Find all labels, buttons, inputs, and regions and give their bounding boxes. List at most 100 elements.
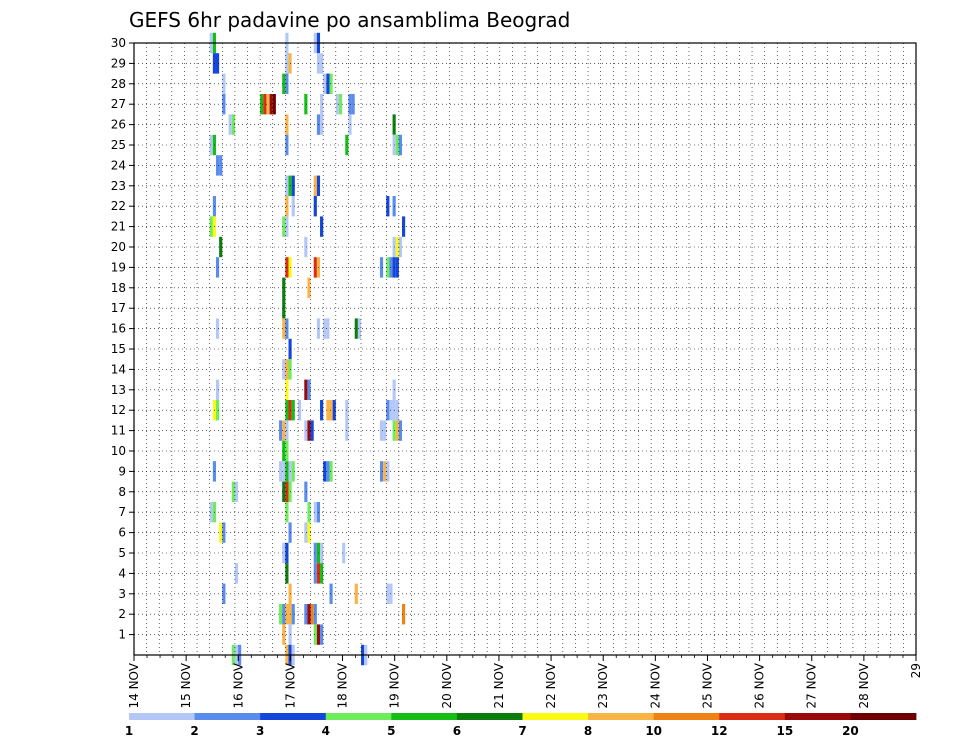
heatmap-cell [282,318,286,339]
colorbar-label: 8 [584,724,592,738]
x-tick-label: 26 NOV [753,662,767,708]
colorbar-swatch [194,713,261,720]
colorbar-legend: 1 2 3 4 5 6 7 8 10 12 15 20 [125,713,917,738]
heatmap-cell [231,481,235,502]
heatmap-cell [323,318,327,339]
y-tick-label: 25 [111,138,126,152]
heatmap-cell [320,53,324,74]
heatmap-cell [342,542,346,564]
heatmap-cell [329,400,333,421]
y-axis: 1234567891011121314151617181920212223242… [111,36,134,642]
heatmap-cell [304,420,308,441]
heatmap-cell [357,318,362,339]
x-tick-label: 24 NOV [648,662,662,708]
heatmap-cell [310,604,314,625]
y-tick-label: 17 [111,301,126,315]
heatmap-cell [234,563,239,584]
heatmap-cell [282,277,286,298]
y-tick-label: 26 [111,118,126,132]
heatmap-cell [320,94,324,115]
y-tick-label: 7 [118,505,126,519]
colorbar-swatch [325,713,392,720]
heatmap-cell [313,542,317,564]
heatmap-cell [282,359,286,380]
x-tick-label: 18 NOV [336,662,350,708]
heatmap-cell [329,73,333,94]
colorbar-label: 6 [453,724,461,738]
heatmap-cell [329,583,333,604]
heatmap-cell [320,400,324,421]
chart-title: GEFS 6hr padavine po ansamblima Beograd [129,8,570,32]
heatmap-cell [326,73,330,94]
y-tick-label: 12 [111,403,126,417]
colorbar-swatch [522,713,589,720]
y-tick-label: 10 [111,444,126,458]
heatmap-cell [231,114,235,135]
heatmap-cell [282,624,286,645]
heatmap-cell [402,604,406,625]
heatmap-cell [395,236,399,258]
heatmap-cell [209,134,213,156]
colorbar-swatch [588,713,655,720]
y-tick-label: 2 [118,607,126,621]
heatmap-cell [320,114,324,135]
heatmap-cell [291,461,295,482]
colorbar-label: 2 [190,724,198,738]
x-tick-label: 14 NOV [127,662,141,708]
y-tick-label: 8 [118,485,126,499]
heatmap-cell [219,155,223,176]
heatmap-cell [282,542,286,564]
heatmap-cell [291,400,295,421]
heatmap-cell [304,379,308,400]
heatmap-cell [329,461,333,482]
x-tick-label: 20 NOV [440,662,454,708]
heatmap-cell [354,318,358,339]
y-tick-label: 9 [118,464,126,478]
x-tick-label: 19 NOV [388,662,402,708]
heatmap-cell [386,400,390,421]
heatmap-cell [222,522,226,543]
heatmap-cell [323,73,327,94]
heatmap-cell [354,583,358,604]
colorbar-label: 20 [842,724,859,738]
x-tick-label: 23 NOV [596,662,610,708]
heatmap-cell [282,604,286,625]
heatmap-cell [297,400,302,421]
heatmap-cell [379,461,384,482]
heatmap-cell [351,94,355,115]
heatmap-cell [209,216,213,237]
heatmap-cell [348,114,352,135]
heatmap-cell [215,53,220,74]
heatmap-cell [313,604,317,625]
heatmap-cell [395,134,399,156]
y-tick-label: 3 [118,587,126,601]
heatmap-cell [222,583,226,604]
heatmap-cell [282,420,286,441]
colorbar-swatch [456,713,523,720]
colorbar-swatch [719,713,786,720]
heatmap-cell [215,257,220,278]
colorbar-swatch [129,713,195,720]
heatmap-cell [282,461,286,482]
y-tick-label: 11 [111,424,126,438]
y-tick-label: 28 [111,77,126,91]
heatmap-cell [282,73,286,94]
heatmap-cell [313,563,317,584]
heatmap-cell [395,420,399,441]
heatmap-cell [386,461,390,482]
y-tick-label: 16 [111,322,126,336]
heatmap-cell [313,624,317,645]
y-tick-label: 18 [111,281,126,295]
heatmap-cell [379,257,384,278]
colorbar-swatch [391,713,458,720]
colorbar-label: 1 [125,724,133,738]
heatmap-cell [398,134,403,156]
x-tick-label: 16 NOV [231,662,245,708]
heatmap-cell [219,236,223,258]
y-tick-label: 30 [111,36,126,50]
heatmap-cell [291,175,295,196]
heatmap-cell [313,502,317,523]
heatmap-cell [313,175,317,196]
heatmap-cell [209,502,213,523]
y-tick-label: 19 [111,260,126,274]
